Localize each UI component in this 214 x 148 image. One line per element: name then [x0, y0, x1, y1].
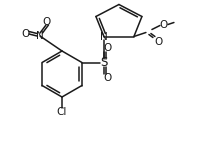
Text: N: N: [100, 32, 108, 41]
Text: N: N: [36, 31, 44, 41]
Text: O: O: [21, 29, 29, 39]
Text: O: O: [155, 37, 163, 46]
Text: Cl: Cl: [57, 107, 67, 117]
Text: O: O: [42, 17, 50, 27]
Text: S: S: [100, 56, 108, 69]
Text: O: O: [160, 20, 168, 29]
Text: O: O: [104, 42, 112, 53]
Text: O: O: [104, 73, 112, 82]
